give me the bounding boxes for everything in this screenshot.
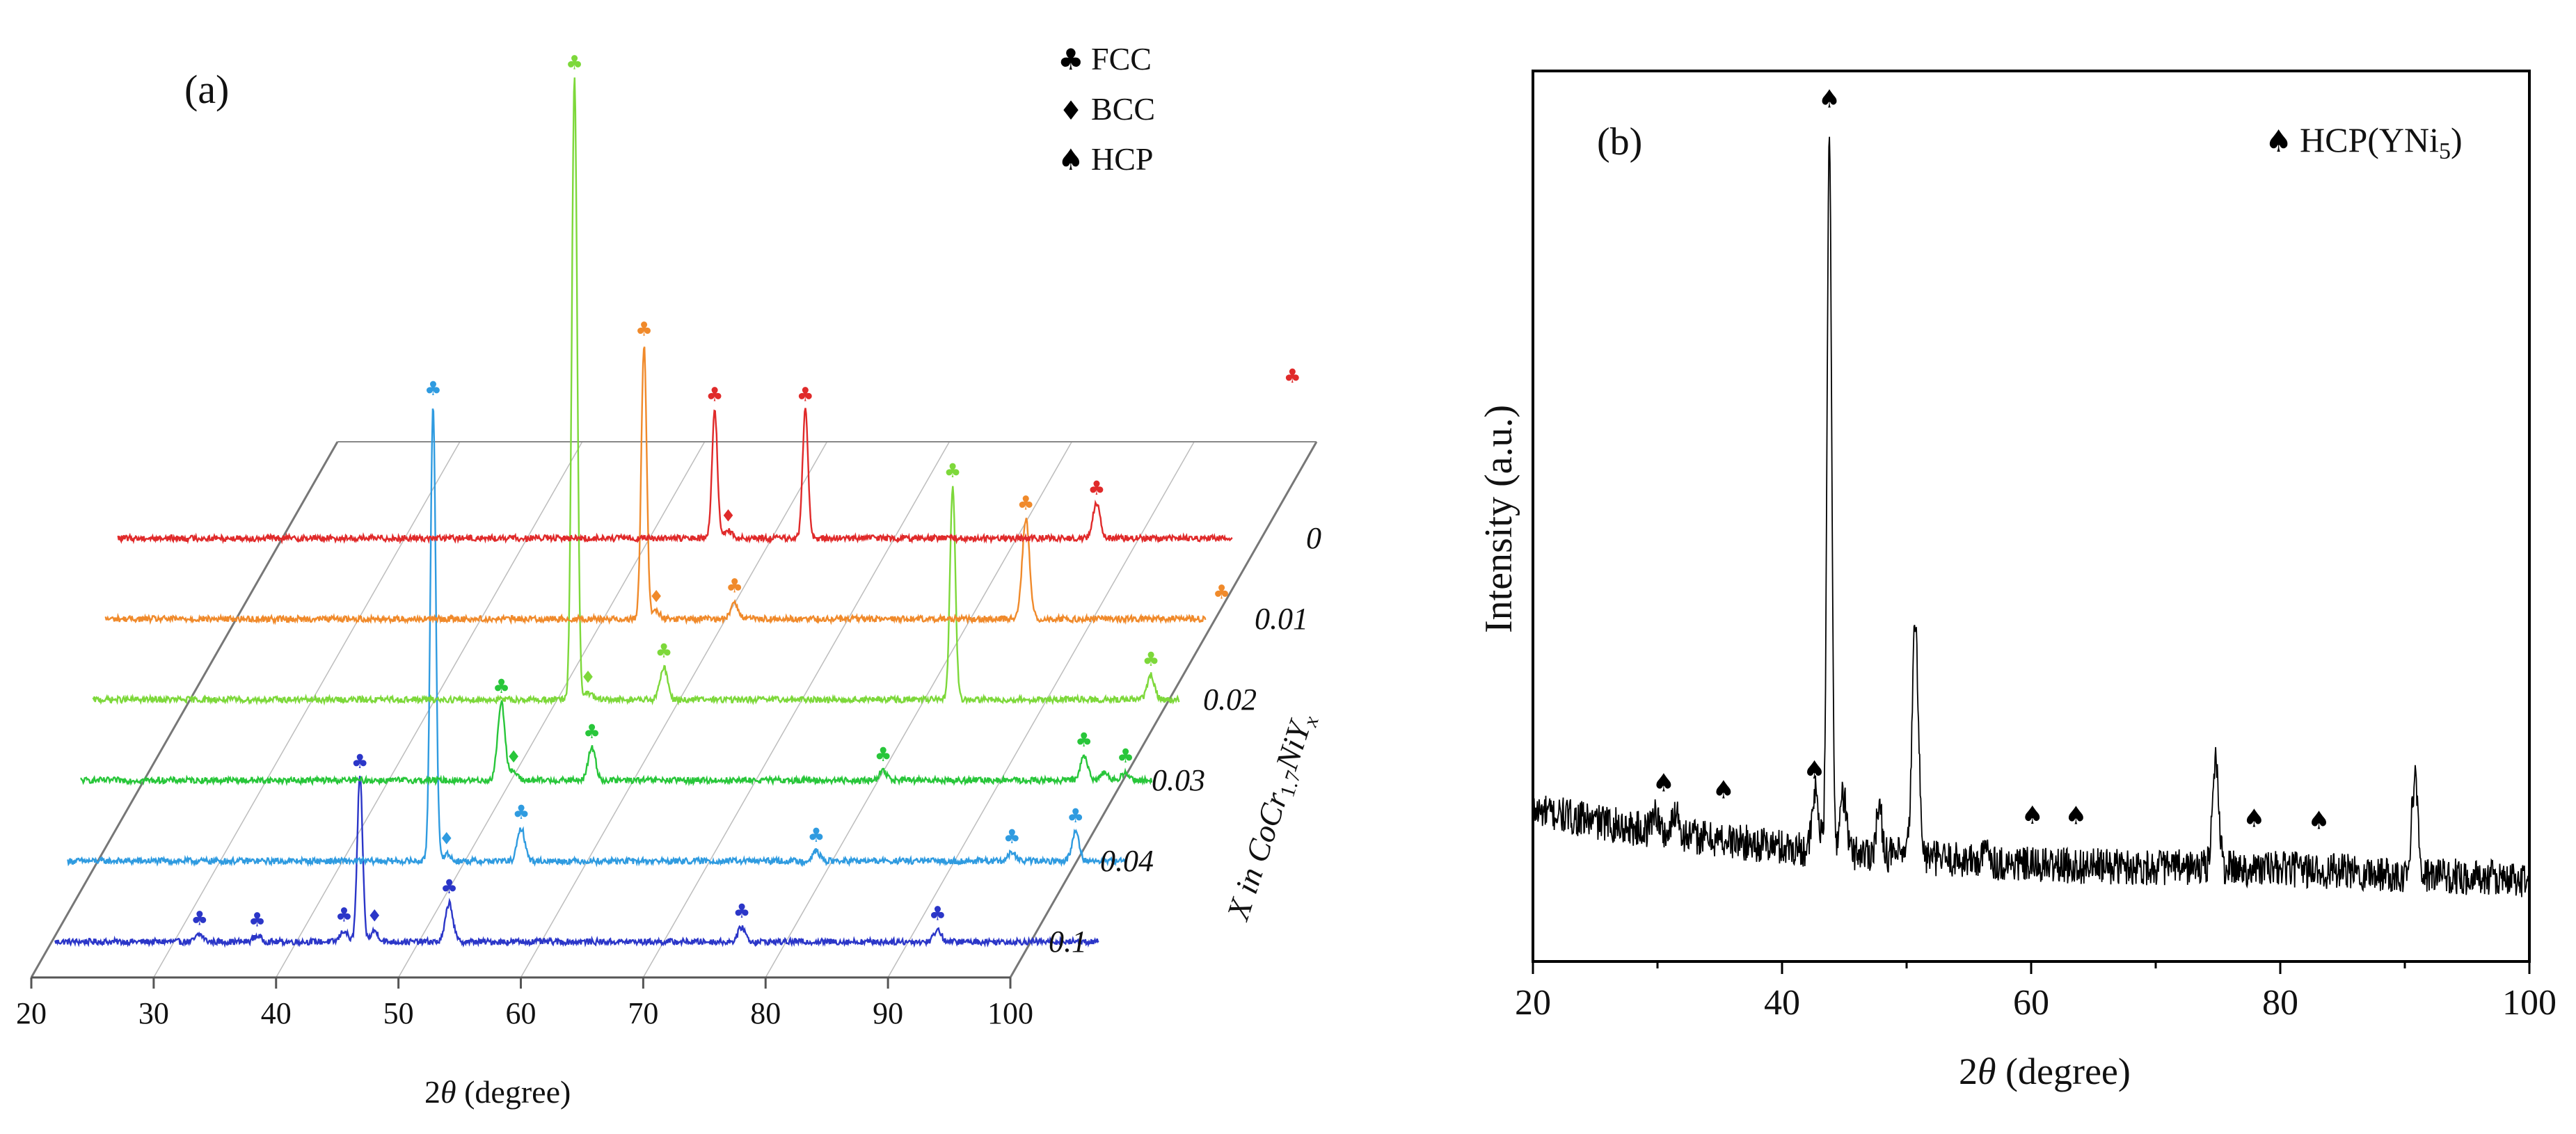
panel-a-depth-tick-label: 0.1: [1049, 925, 1087, 959]
series-line-x-0.01: [104, 346, 1207, 625]
fcc-peak-marker: ♣: [944, 459, 962, 482]
hcp-peak-marker: ♠: [1803, 756, 1825, 785]
panel-a-label: (a): [184, 67, 229, 112]
legend-label-hcp: HCP: [1091, 141, 1153, 177]
fcc-peak-marker: ♣: [797, 383, 814, 406]
fcc-peak-marker: ♣: [512, 801, 530, 824]
bcc-peak-marker: ♦: [649, 587, 664, 607]
series-line-x-0.1: [54, 776, 1099, 948]
fcc-peak-marker: ♣: [726, 575, 743, 598]
series-line-x-0: [117, 408, 1233, 545]
fcc-peak-marker: ♣: [493, 675, 510, 698]
panel-b-x-axis-label: 2θ (degree): [1959, 1051, 2131, 1092]
panel-b-y-axis-label: Intensity (a.u.): [1477, 405, 1520, 633]
panel-b-x-tick-label: 20: [1515, 983, 1551, 1023]
fcc-peak-marker: ♣: [1088, 477, 1105, 500]
panel-b-xrd-chart: 20 40 60 80 100 ♠ ♠ ♠ ♠ ♠ ♠ ♠ ♠ (b) ♠ HCP(YNi5) Int…: [1477, 70, 2557, 1092]
hcp-peak-marker: ♠: [1818, 86, 1840, 114]
panel-b-x-tick-label: 80: [2262, 983, 2298, 1023]
panel-b-ticks: 20 40 60 80 100: [1515, 961, 2557, 1023]
club-icon: ♣: [1058, 42, 1084, 77]
fcc-peak-marker: ♣: [807, 824, 825, 847]
fcc-peak-marker: ♣: [335, 903, 353, 926]
diamond-icon: ♦: [1059, 95, 1083, 126]
hcp-peak-marker: ♠: [2021, 801, 2044, 830]
panel-a-x-tick-label: 30: [138, 996, 169, 1030]
fcc-peak-marker: ♣: [1067, 804, 1084, 827]
fcc-peak-marker: ♣: [1213, 580, 1230, 603]
bcc-peak-marker: ♦: [506, 747, 521, 767]
panel-a-depth-tick-label: 0.02: [1203, 682, 1257, 717]
panel-a-x-tick-label: 70: [628, 996, 658, 1030]
fcc-peak-marker: ♣: [191, 907, 208, 930]
panel-a-x-tick-label: 50: [383, 996, 414, 1030]
fcc-peak-marker: ♣: [929, 902, 946, 925]
legend-item-hcp: ♠ HCP: [1058, 141, 1153, 177]
legend-item-fcc: ♣ FCC: [1058, 41, 1152, 77]
fcc-peak-marker: ♣: [1075, 728, 1092, 751]
spade-icon: ♠: [2265, 124, 2292, 159]
hcp-peak-marker: ♠: [2307, 806, 2330, 835]
fcc-peak-marker: ♣: [875, 743, 892, 766]
hcp-peak-marker: ♠: [2243, 804, 2265, 833]
fcc-peak-marker: ♣: [583, 720, 601, 743]
panel-a-depth-tick-label: 0: [1306, 521, 1321, 555]
fcc-peak-marker: ♣: [1284, 365, 1301, 388]
panel-a-3d-xrd-chart: ♣ ♣ ♣ ♣ ♦ ♣ ♣ ♣ ♣ ♦ ♣ ♣ ♣ ♣ ♣ ♦ ♣ ♣ ♣ ♣ ♣ ♦ ♣ ♣ ♣ ♣ ♦ ♣ ♣ ♣ ♣ ♦ ♣ ♣ ♣ 20 30…: [16, 41, 1323, 1110]
fcc-peak-marker: ♣: [706, 383, 724, 406]
hcp-peak-marker: ♠: [2065, 802, 2087, 831]
panel-a-x-tick-label: 100: [987, 996, 1033, 1030]
fcc-peak-marker: ♣: [1003, 825, 1021, 848]
fcc-peak-marker: ♣: [440, 875, 458, 898]
panel-a-grid: [153, 441, 1195, 978]
panel-a-x-tick-label: 90: [873, 996, 903, 1030]
panel-a-x-tick-label: 20: [16, 996, 47, 1030]
fcc-peak-marker: ♣: [1142, 648, 1159, 671]
bcc-peak-marker: ♦: [580, 668, 596, 687]
panel-a-legend: ♣ FCC ♦ BCC ♠ HCP: [1058, 41, 1155, 177]
panel-a-axes: [30, 441, 1318, 989]
bcc-peak-marker: ♦: [439, 829, 454, 849]
series-line-x-0.04: [67, 408, 1127, 868]
panel-a-x-tick-label: 40: [261, 996, 292, 1030]
panel-b-x-tick-label: 60: [2013, 983, 2049, 1023]
fcc-peak-marker: ♣: [655, 639, 672, 662]
panel-a-depth-tick-label: 0.04: [1100, 844, 1154, 878]
fcc-peak-marker: ♣: [733, 900, 750, 923]
fcc-peak-marker: ♣: [424, 377, 442, 400]
series-line-x-0.03: [80, 700, 1153, 787]
fcc-peak-marker: ♣: [635, 317, 653, 340]
panel-a-series: ♣ ♣ ♣ ♣ ♦ ♣ ♣ ♣ ♣ ♦ ♣ ♣ ♣ ♣ ♣ ♦ ♣ ♣ ♣ ♣ ♣ ♦ ♣ ♣ ♣ ♣ ♦ ♣ ♣ ♣ ♣ ♦ ♣ ♣ ♣: [54, 51, 1301, 948]
series-line-x-0.02: [92, 77, 1180, 706]
bcc-peak-marker: ♦: [721, 506, 736, 526]
panel-b-label: (b): [1597, 120, 1642, 163]
fcc-peak-marker: ♣: [566, 51, 583, 74]
panel-b-legend: ♠ HCP(YNi5): [2265, 120, 2463, 164]
panel-a-x-axis-label: 2θ (degree): [424, 1074, 571, 1110]
panel-a-x-tick-label: 60: [506, 996, 536, 1030]
fcc-peak-marker: ♣: [1017, 492, 1035, 515]
legend-label-bcc: BCC: [1091, 91, 1155, 127]
panel-b-series: ♠ ♠ ♠ ♠ ♠ ♠ ♠ ♠: [1532, 86, 2530, 897]
panel-b-x-tick-label: 100: [2502, 983, 2557, 1023]
hcp-peak-marker: ♠: [1653, 769, 1675, 798]
legend-item-bcc: ♦ BCC: [1059, 91, 1155, 127]
legend-label-hcp-yni5: HCP(YNi5): [2300, 120, 2463, 164]
bcc-peak-marker: ♦: [367, 906, 383, 925]
hcp-peak-marker: ♠: [1712, 776, 1735, 805]
panel-b-x-tick-label: 40: [1764, 983, 1800, 1023]
panel-a-depth-tick-label: 0.01: [1255, 602, 1308, 636]
fcc-peak-marker: ♣: [1117, 744, 1134, 767]
series-line-yni5: [1532, 136, 2530, 897]
legend-label-fcc: FCC: [1091, 41, 1152, 77]
spade-icon: ♠: [1058, 143, 1084, 177]
panel-a-x-tick-label: 80: [750, 996, 781, 1030]
panel-a-depth-tick-label: 0.03: [1152, 763, 1205, 797]
panel-a-depth-axis-label: X in CoCr1.7NiYx: [1219, 708, 1323, 927]
panel-a-tick-labels: 20 30 40 50 60 70 80 90 100 0.1 0.04 0.03 0.02 0.01 0: [16, 521, 1321, 1030]
fcc-peak-marker: ♣: [248, 908, 266, 931]
fcc-peak-marker: ♣: [351, 750, 369, 773]
